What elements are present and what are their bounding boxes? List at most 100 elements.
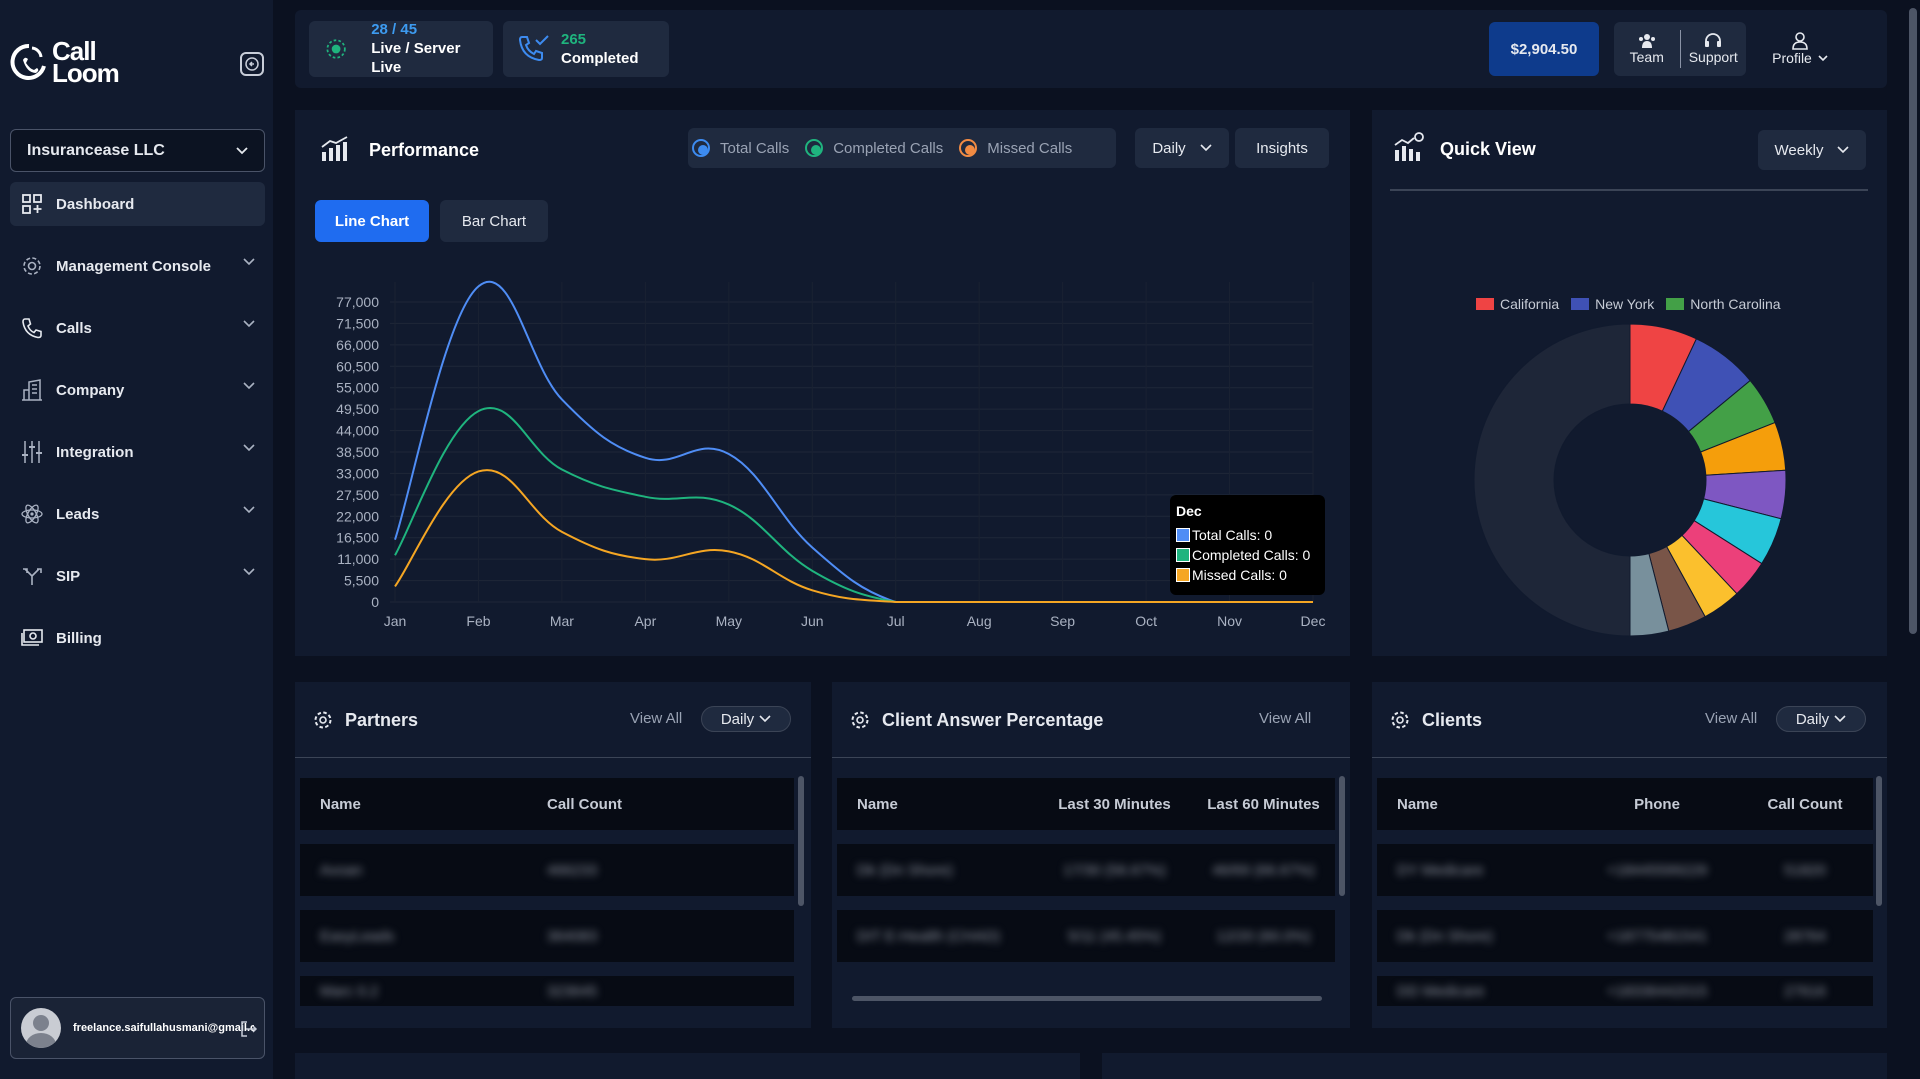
table-row[interactable]: Avoan 466233 (300, 844, 794, 896)
cell: 323645 (547, 982, 598, 1000)
performance-panel: Performance Total Calls Completed Calls … (295, 110, 1350, 656)
sidebar: Call Loom Insurancease LLC Dashboard Man… (0, 0, 273, 1079)
cell: 27616 (1784, 982, 1826, 1000)
period-value: Daily (720, 710, 755, 728)
x-tick-label: Mar (550, 613, 574, 629)
legend-item-north-carolina[interactable]: North Carolina (1666, 296, 1781, 312)
user-email: freelance.saifullahusmani@gmail.com (73, 1022, 254, 1034)
live-label: Live / Server Live (371, 40, 461, 76)
sidebar-item-management-console[interactable]: Management Console (10, 244, 265, 288)
partners-view-all-link[interactable]: View All (630, 710, 683, 727)
brand-logo[interactable]: Call Loom (10, 38, 120, 86)
sidebar-item-company[interactable]: Company (10, 368, 265, 412)
period-select[interactable]: Daily (1135, 128, 1229, 168)
money-icon (20, 626, 44, 650)
insights-button[interactable]: Insights (1235, 128, 1329, 168)
y-tick-label: 16,500 (336, 530, 379, 546)
partners-scrollbar[interactable] (796, 762, 806, 1002)
user-account[interactable]: freelance.saifullahusmani@gmail.com (10, 997, 265, 1059)
table-row[interactable]: Dk (Dn Shore) 17/30 (56.67%) 46/69 (66.67%… (837, 844, 1335, 896)
sidebar-item-integration[interactable]: Integration (10, 430, 265, 474)
gear-icon (851, 711, 869, 729)
profile-button[interactable]: Profile (1760, 24, 1840, 74)
series-line-missed-calls[interactable] (394, 469, 1313, 604)
chevron-down-icon (243, 444, 255, 452)
sidebar-item-label: Leads (56, 505, 100, 523)
legend-item-california[interactable]: California (1476, 296, 1559, 312)
support-button[interactable]: Support (1681, 22, 1747, 76)
balance-button[interactable]: $2,904.50 (1489, 22, 1599, 76)
chevron-down-icon (1200, 144, 1212, 152)
clients-panel: Clients View All Daily Name Phone Call C… (1372, 682, 1887, 1028)
scroll-thumb[interactable] (1339, 776, 1345, 896)
toggle-completed-calls[interactable]: Completed Calls (805, 139, 943, 157)
clients-scrollbar[interactable] (1874, 762, 1884, 1002)
sidebar-item-leads[interactable]: Leads (10, 492, 265, 536)
clients-view-all-link[interactable]: View All (1705, 710, 1758, 727)
cell: Dk (Dn Shore) (1397, 927, 1493, 945)
chart-tooltip: Dec Total Calls: 0 Completed Calls: 0 Mi… (1170, 495, 1325, 595)
region-donut-chart[interactable] (1372, 110, 1887, 656)
completed-calls-stat[interactable]: 265 Completed (503, 21, 669, 77)
performance-line-chart[interactable]: 77,000 71,500 66,000 60,500 55,000 49,500 44,0… (295, 110, 1350, 656)
partners-period-select[interactable]: Daily (701, 706, 791, 732)
page-scrollbar[interactable] (1906, 0, 1920, 1079)
table-row[interactable]: DIT E-Health (CHAD) 5/11 (45.45%) 12/20 (6… (837, 910, 1335, 962)
table-row[interactable]: Marc 0.2 323645 (300, 976, 794, 1006)
chevron-down-icon (243, 506, 255, 514)
chevron-down-icon (243, 382, 255, 390)
sidebar-item-label: Dashboard (56, 195, 135, 213)
sidebar-item-calls[interactable]: Calls (10, 306, 265, 350)
cell: +18445599229 (1606, 861, 1708, 879)
toggle-total-calls[interactable]: Total Calls (692, 139, 789, 157)
quick-view-period-select[interactable]: Weekly (1758, 130, 1866, 170)
table-row[interactable]: DD Medicare +18336442015 27616 (1377, 976, 1873, 1006)
team-button[interactable]: Team (1614, 22, 1680, 76)
company-select[interactable]: Insurancease LLC (10, 129, 265, 172)
client-answer-table: Name Last 30 Minutes Last 60 Minutes Dk … (837, 778, 1335, 962)
tab-line-chart[interactable]: Line Chart (315, 200, 429, 242)
x-tick-label: Dec (1301, 613, 1326, 629)
sidebar-item-sip[interactable]: SIP (10, 554, 265, 598)
clients-period-select[interactable]: Daily (1776, 706, 1866, 732)
client-answer-view-all-link[interactable]: View All (1259, 710, 1312, 727)
y-tick-label: 77,000 (336, 294, 379, 310)
gear-icon (314, 711, 332, 729)
company-select-value: Insurancease LLC (27, 141, 165, 159)
headset-icon (1705, 33, 1722, 47)
scroll-thumb[interactable] (852, 996, 1322, 1001)
scroll-thumb[interactable] (1876, 776, 1882, 906)
table-header: Name Phone Call Count (1377, 778, 1873, 830)
partners-panel: Partners View All Daily Name Call Count … (295, 682, 811, 1028)
pie-slice-segment-10[interactable] (1473, 323, 1631, 637)
x-tick-label: May (716, 613, 742, 629)
chevron-down-icon (1837, 146, 1850, 154)
sidebar-item-label: Company (56, 381, 125, 399)
collapse-sidebar-button[interactable] (240, 52, 264, 76)
live-calls-stat[interactable]: 28 / 45 Live / Server Live (309, 21, 493, 77)
table-row[interactable]: DY Medicare +18445599229 51820 (1377, 844, 1873, 896)
toggle-missed-calls[interactable]: Missed Calls (959, 139, 1072, 157)
sidebar-item-dashboard[interactable]: Dashboard (10, 182, 265, 226)
cell: 17/30 (56.67%) (1063, 861, 1166, 879)
tab-bar-chart[interactable]: Bar Chart (440, 200, 548, 242)
scroll-thumb[interactable] (1909, 8, 1917, 634)
arrow-left-icon (245, 57, 259, 71)
column-header: Call Count (1767, 795, 1843, 813)
cell: 5/11 (45.45%) (1067, 927, 1162, 945)
sidebar-item-billing[interactable]: Billing (10, 616, 265, 660)
table-row[interactable]: EasyLeads 364083 (300, 910, 794, 962)
scroll-thumb[interactable] (798, 776, 804, 906)
swatch (1176, 528, 1190, 542)
legend-item-new-york[interactable]: New York (1571, 296, 1654, 312)
client-answer-hscrollbar[interactable] (842, 994, 1337, 1004)
tooltip-title: Dec (1176, 503, 1202, 519)
client-answer-vscrollbar[interactable] (1337, 762, 1347, 1002)
table-row[interactable]: Dk (Dn Shore) +18775481541 28764 (1377, 910, 1873, 962)
toggle-label: Total Calls (720, 139, 790, 157)
client-answer-title: Client Answer Percentage (882, 710, 1104, 730)
logout-icon[interactable] (240, 1020, 258, 1038)
sidebar-item-label: Integration (56, 443, 134, 461)
y-tick-label: 60,500 (336, 358, 379, 374)
column-header: Call Count (547, 795, 622, 813)
